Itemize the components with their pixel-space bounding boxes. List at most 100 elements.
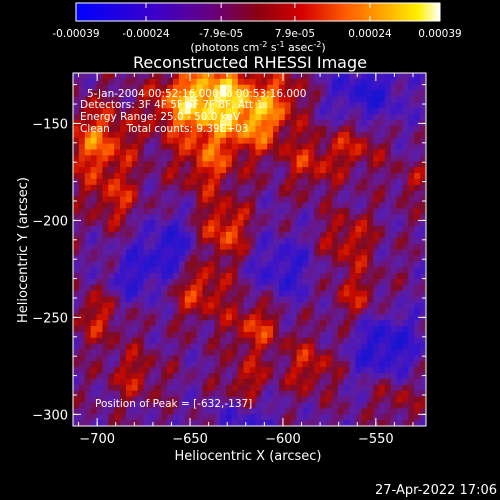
heatmap-cell (278, 290, 286, 297)
heatmap-cell (137, 208, 144, 215)
heatmap-cell (102, 73, 109, 80)
heatmap-cell (337, 178, 345, 186)
heatmap-cell (378, 408, 386, 415)
heatmap-cell (137, 267, 144, 274)
heatmap-cell (384, 167, 392, 174)
heatmap-cell (284, 78, 292, 86)
heatmap-cell (408, 214, 415, 221)
heatmap-cell (131, 267, 139, 274)
heatmap-cell (420, 184, 426, 192)
heatmap-cell (173, 202, 180, 209)
heatmap-cell (208, 161, 215, 168)
heatmap-cell (249, 308, 256, 315)
heatmap-cell (184, 184, 192, 192)
heatmap-cell (78, 343, 86, 350)
heatmap-cell (378, 290, 386, 297)
heatmap-cell (337, 355, 345, 362)
heatmap-cell (196, 308, 203, 315)
heatmap-cell (143, 231, 150, 239)
heatmap-cell (278, 78, 286, 86)
heatmap-cell (325, 408, 333, 415)
heatmap-cell (261, 408, 268, 415)
heatmap-cell (231, 320, 239, 327)
heatmap-cell (261, 361, 268, 368)
heatmap-cell (202, 237, 209, 245)
heatmap-cell (390, 90, 397, 97)
heatmap-cell (314, 143, 321, 150)
heatmap-cell (190, 320, 197, 327)
heatmap-cell (273, 261, 280, 268)
heatmap-cell (355, 396, 362, 403)
heatmap-cell (161, 214, 168, 221)
heatmap-cell (267, 143, 274, 150)
heatmap-cell (249, 290, 256, 297)
heatmap-cell (237, 290, 245, 297)
heatmap-cell (178, 184, 186, 192)
heatmap-cell (108, 102, 115, 109)
heatmap-cell (373, 349, 380, 356)
heatmap-cell (90, 331, 97, 339)
heatmap-cell (78, 302, 86, 309)
heatmap-cell (290, 314, 297, 321)
heatmap-cell (284, 90, 292, 97)
heatmap-cell (167, 161, 174, 168)
heatmap-cell (302, 73, 309, 80)
heatmap-cell (225, 190, 233, 197)
heatmap-cell (108, 202, 115, 209)
heatmap-cell (137, 361, 144, 368)
heatmap-cell (290, 249, 297, 256)
heatmap-cell (143, 420, 150, 426)
heatmap-cell (373, 161, 380, 168)
heatmap-cell (237, 255, 245, 262)
heatmap-cell (390, 331, 397, 339)
heatmap-cell (125, 220, 133, 227)
heatmap-cell (173, 137, 180, 144)
heatmap-cell (220, 155, 227, 162)
heatmap-cell (314, 214, 321, 221)
heatmap-cell (102, 296, 109, 303)
heatmap-cell (237, 308, 245, 315)
heatmap-cell (396, 349, 403, 356)
heatmap-cell (267, 173, 274, 180)
heatmap-cell (214, 125, 221, 133)
heatmap-cell (343, 331, 350, 339)
heatmap-cell (267, 273, 274, 280)
heatmap-cell (96, 255, 103, 262)
heatmap-cell (178, 378, 186, 386)
heatmap-cell (73, 296, 80, 303)
heatmap-cell (190, 173, 197, 180)
heatmap-cell (184, 267, 192, 274)
heatmap-cell (296, 320, 303, 327)
heatmap-cell (78, 184, 86, 192)
heatmap-cell (355, 196, 362, 203)
heatmap-cell (131, 143, 139, 150)
heatmap-cell (267, 161, 274, 168)
heatmap-cell (349, 249, 356, 256)
heatmap-cell (243, 331, 250, 339)
heatmap-cell (261, 349, 268, 356)
heatmap-cell (320, 378, 327, 386)
heatmap-cell (220, 367, 227, 374)
heatmap-cell (290, 384, 297, 392)
heatmap-cell (367, 225, 374, 233)
heatmap-cell (84, 149, 92, 156)
heatmap-cell (302, 343, 309, 350)
heatmap-cell (90, 408, 97, 415)
heatmap-cell (261, 137, 268, 144)
heatmap-cell (120, 302, 127, 309)
heatmap-cell (125, 155, 133, 162)
heatmap-cell (314, 120, 321, 127)
heatmap-cell (255, 408, 262, 415)
heatmap-cell (308, 173, 315, 180)
heatmap-cell (243, 243, 250, 250)
heatmap-cell (184, 402, 192, 409)
heatmap-cell (284, 261, 292, 268)
heatmap-cell (120, 255, 127, 262)
heatmap-cell (161, 73, 168, 80)
heatmap-cell (190, 73, 197, 80)
heatmap-cell (73, 131, 80, 139)
heatmap-cell (114, 84, 121, 92)
heatmap-cell (84, 349, 92, 356)
heatmap-cell (261, 214, 268, 221)
heatmap-cell (349, 343, 356, 350)
